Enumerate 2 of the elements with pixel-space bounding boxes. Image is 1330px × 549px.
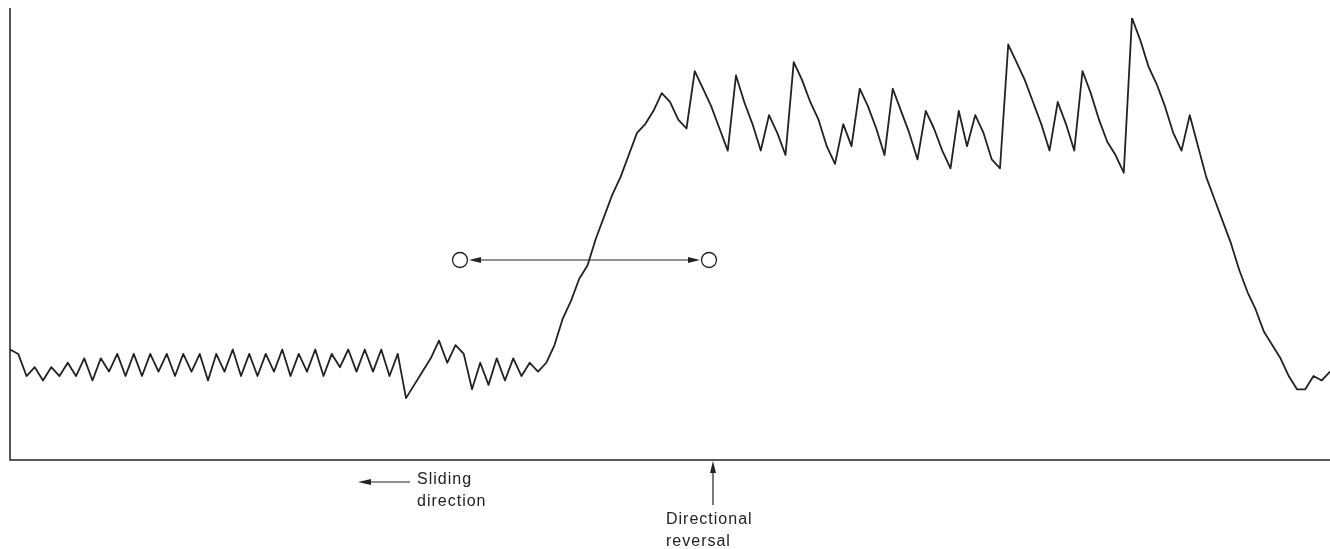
text: Directional reversal xyxy=(666,509,754,549)
text: Sliding direction xyxy=(417,469,488,511)
